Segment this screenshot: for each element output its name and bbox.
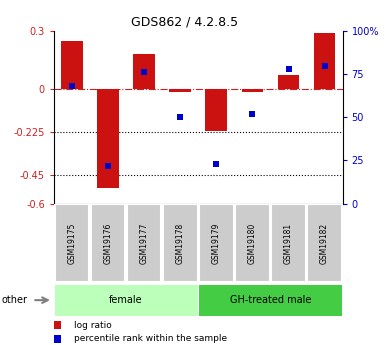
Bar	[242, 89, 263, 92]
Bar	[55, 285, 198, 316]
Text: other: other	[2, 295, 28, 305]
Text: GSM19177: GSM19177	[140, 223, 149, 264]
Text: GSM19181: GSM19181	[284, 223, 293, 264]
Bar	[133, 54, 155, 89]
Text: log ratio: log ratio	[74, 321, 112, 329]
Point	[221, 273, 228, 279]
Text: GDS862 / 4.2.8.5: GDS862 / 4.2.8.5	[131, 16, 238, 29]
Text: GSM19182: GSM19182	[320, 223, 329, 264]
Text: GH-treated male: GH-treated male	[230, 295, 311, 305]
Point	[105, 163, 111, 168]
Point	[249, 111, 256, 117]
Bar	[55, 204, 89, 282]
Bar	[235, 204, 270, 282]
Point	[177, 115, 183, 120]
Bar	[206, 89, 227, 131]
Bar	[61, 41, 83, 89]
Bar	[199, 285, 342, 316]
Bar	[271, 204, 306, 282]
Text: female: female	[109, 295, 143, 305]
Point	[221, 148, 228, 153]
Bar	[314, 33, 335, 89]
Text: percentile rank within the sample: percentile rank within the sample	[74, 334, 227, 343]
Text: GSM19180: GSM19180	[248, 223, 257, 264]
Bar	[163, 204, 198, 282]
Bar	[97, 89, 119, 188]
Text: GSM19179: GSM19179	[212, 223, 221, 264]
Bar	[278, 75, 300, 89]
Text: GSM19178: GSM19178	[176, 223, 185, 264]
Bar	[199, 204, 234, 282]
Bar	[169, 89, 191, 92]
Point	[321, 63, 328, 68]
Text: GSM19175: GSM19175	[67, 223, 77, 264]
Bar	[91, 204, 126, 282]
Point	[141, 70, 147, 75]
Point	[285, 66, 291, 72]
Text: GSM19176: GSM19176	[104, 223, 112, 264]
Point	[213, 161, 219, 167]
Bar	[127, 204, 161, 282]
Point	[69, 83, 75, 89]
Bar	[307, 204, 342, 282]
